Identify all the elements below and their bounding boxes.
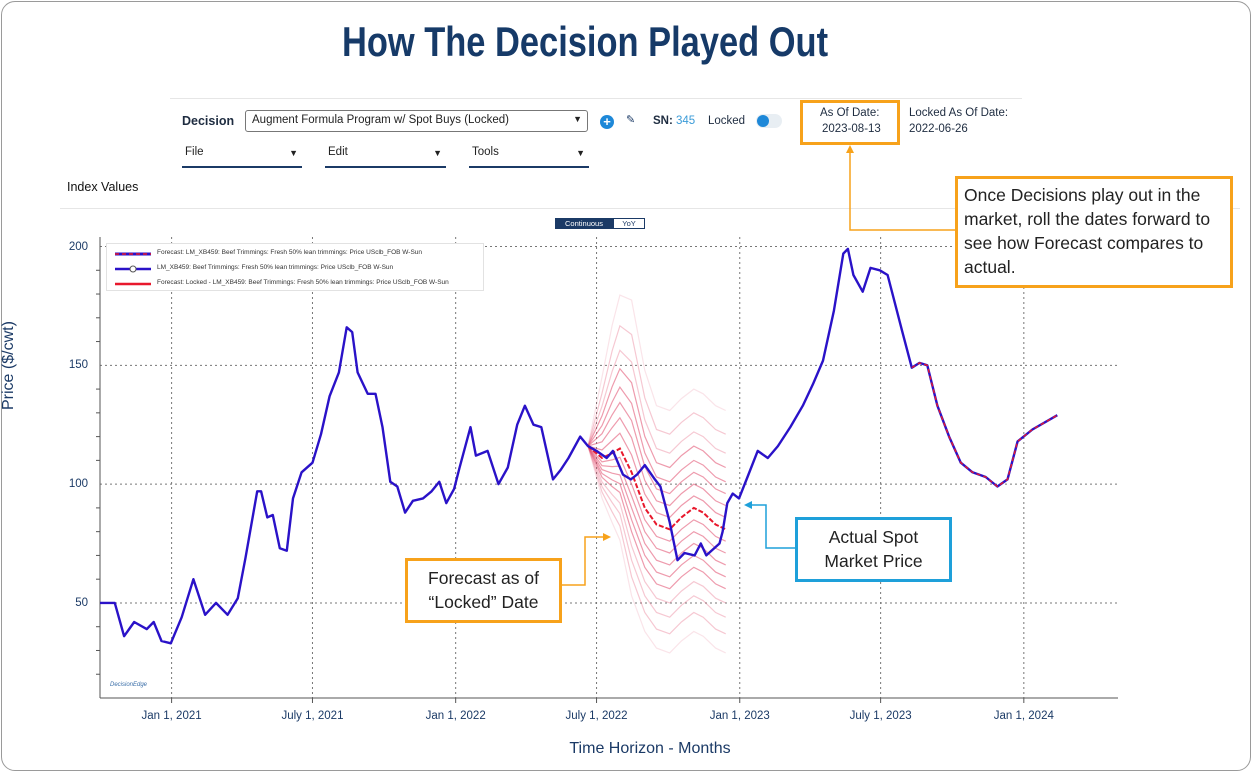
locked-as-of-value: 2022-06-26: [909, 123, 968, 135]
x-tick-label: Jan 1, 2024: [993, 710, 1054, 722]
forecast-band-line: [587, 445, 726, 542]
legend-item-locked[interactable]: Forecast: Locked - LM_XB459: Beef Trimmi…: [157, 279, 449, 286]
chart-legend: Forecast: LM_XB459: Beef Trimmings: Fres…: [106, 243, 484, 291]
forecast-band-line: [587, 445, 726, 554]
plus-circle-icon[interactable]: +: [600, 115, 614, 129]
locked-toggle[interactable]: [756, 114, 782, 128]
callout-forecast-locked: Forecast as of “Locked” Date: [405, 558, 562, 623]
forecast-band-line: [587, 445, 726, 654]
forecast-band-line: [587, 385, 726, 483]
x-tick-label: Jan 1, 2022: [425, 710, 486, 722]
menu-tools[interactable]: Tools ▼: [469, 146, 589, 168]
forecast-band-line: [587, 401, 726, 495]
forecast-band-line: [587, 349, 726, 454]
forecast-band-line: [587, 324, 726, 447]
toggle-yoy[interactable]: YoY: [613, 218, 645, 229]
forecast-band-line: [587, 416, 726, 507]
locked-as-of-label: Locked As Of Date:: [909, 107, 1009, 119]
forecast-band-line: [587, 445, 726, 635]
as-of-label: As Of Date:: [820, 107, 880, 119]
section-label: Index Values: [67, 180, 139, 194]
y-axis-title: Price ($/cwt): [0, 321, 17, 410]
decision-label: Decision: [182, 114, 235, 128]
y-tick-label: 200: [68, 240, 88, 253]
legend-marker: [129, 265, 137, 273]
forecast-band-line: [587, 445, 726, 590]
locked-label: Locked: [708, 115, 746, 127]
toggle-continuous[interactable]: Continuous: [555, 218, 613, 229]
toolbar-divider: [170, 98, 1022, 99]
x-tick-label: Jan 1, 2023: [709, 710, 770, 722]
as-of-date-highlight: [800, 100, 900, 145]
x-tick-label: Jan 1, 2021: [141, 710, 202, 722]
x-tick-label: July 1, 2023: [849, 710, 912, 722]
forecast-band-line: [587, 294, 726, 447]
caret-down-icon: ▼: [573, 114, 582, 124]
as-of-date-value[interactable]: 2023-08-13: [822, 123, 881, 135]
forecast-band-line: [587, 367, 726, 469]
y-tick-label: 150: [68, 359, 88, 372]
y-tick-label: 50: [75, 596, 88, 609]
y-tick-label: 100: [68, 478, 88, 491]
legend-item-forecast[interactable]: Forecast: LM_XB459: Beef Trimmings: Fres…: [157, 249, 423, 256]
menu-file[interactable]: File ▼: [182, 146, 302, 168]
forecast-band-line: [587, 445, 726, 604]
sn-label: SN:: [653, 115, 673, 127]
series-locked-forecast: [587, 445, 727, 531]
x-tick-label: July 1, 2022: [565, 710, 628, 722]
page-title: How The Decision Played Out: [341, 18, 829, 65]
series-actual: [100, 247, 1058, 645]
series-forecast: [911, 362, 1058, 488]
forecast-band-line: [587, 432, 726, 519]
forecast-band-line: [587, 445, 726, 578]
section-divider: [60, 208, 1240, 209]
decision-select[interactable]: Augment Formula Program w/ Spot Buys (Lo…: [245, 110, 588, 132]
x-tick-label: July 1, 2021: [281, 710, 344, 722]
menu-edit[interactable]: Edit ▼: [325, 146, 446, 168]
pencil-icon[interactable]: ✎: [626, 114, 636, 126]
forecast-band-line: [587, 445, 726, 618]
decision-value: Augment Formula Program w/ Spot Buys (Lo…: [252, 114, 509, 126]
logo: DecisionEdge: [110, 682, 148, 688]
legend-item-actual[interactable]: LM_XB459: Beef Trimmings: Fresh 50% lean…: [157, 264, 394, 271]
callout-actual-price: Actual Spot Market Price: [795, 517, 952, 582]
x-axis-title: Time Horizon - Months: [569, 740, 731, 757]
sn-value: 345: [676, 115, 696, 127]
callout-roll-forward: Once Decisions play out in the market, r…: [955, 176, 1233, 288]
